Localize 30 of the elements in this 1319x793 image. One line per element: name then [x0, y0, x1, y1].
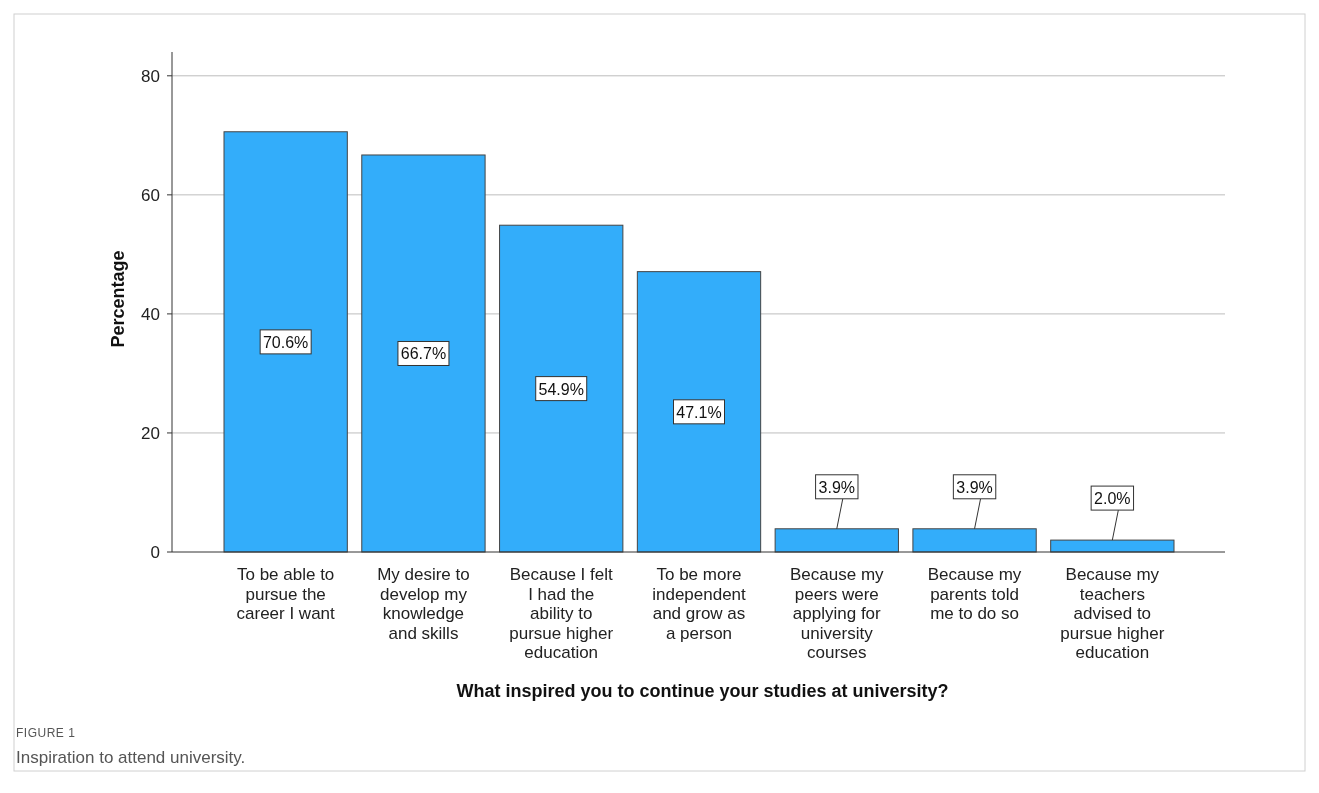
x-axis-title: What inspired you to continue your studies at university?: [456, 681, 949, 701]
data-label: 2.0%: [1094, 490, 1131, 508]
x-tick-label: My desire to develop my knowledge and skills: [377, 565, 470, 643]
x-tick-label: To be able to pursue the career I want: [236, 565, 336, 623]
data-label: 3.9%: [956, 478, 993, 496]
y-tick-label: 60: [141, 185, 160, 205]
bar: [1050, 539, 1175, 553]
x-tick-label: Because my peers were applying for university courses: [790, 565, 885, 662]
data-label: 47.1%: [676, 403, 722, 421]
data-label: 66.7%: [400, 345, 447, 363]
x-tick-label: To be more independent and grow as a person: [652, 565, 747, 643]
bar: [636, 271, 762, 553]
y-tick-label: 20: [141, 423, 160, 443]
bar: [223, 131, 348, 553]
caption: FIGURE 1: [16, 726, 76, 740]
y-axis-title: Percentage: [108, 250, 128, 348]
bar: [361, 154, 486, 553]
bar: [774, 528, 899, 553]
text: Inspiration to attend university.: [16, 748, 246, 767]
bar: [499, 224, 624, 553]
y-tick-label: 80: [141, 66, 160, 86]
data-label: 3.9%: [818, 478, 856, 496]
bar: [912, 528, 1037, 553]
data-label: 70.6%: [262, 333, 309, 351]
y-tick-label: 0: [150, 543, 160, 562]
x-tick-label: Because I felt I had the ability to pursue higher education: [509, 565, 614, 662]
x-tick-label: Because my teachers advised to pursue higher education: [1060, 565, 1165, 662]
x-tick-label: Because my parents told me to do so: [927, 565, 1022, 623]
y-tick-label: 40: [141, 304, 160, 324]
data-label: 54.9%: [538, 380, 584, 398]
